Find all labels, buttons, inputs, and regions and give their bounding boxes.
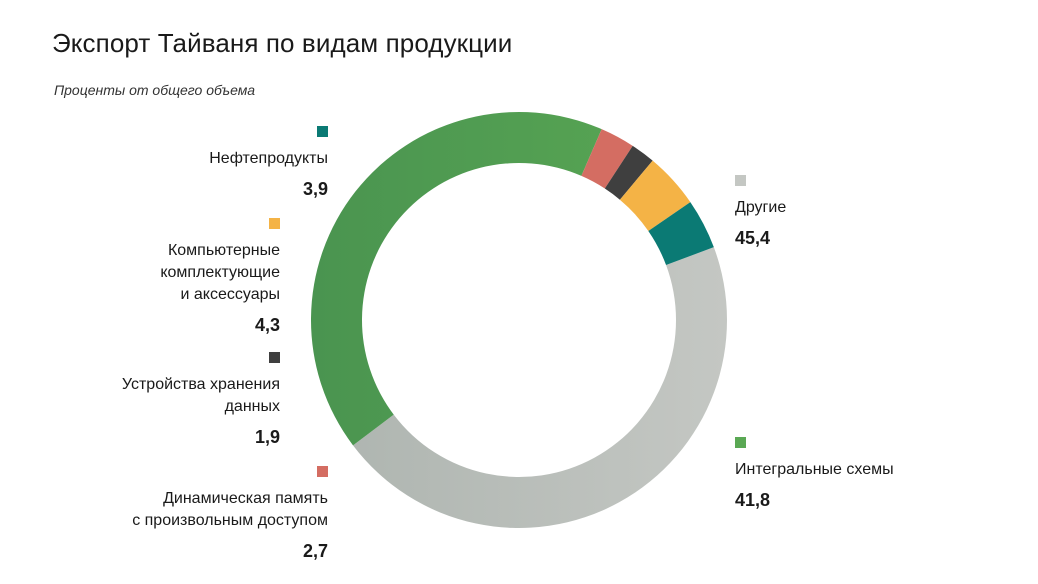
legend-item-computer-components: Компьютерные комплектующие и аксессуары … [0,216,280,336]
chart-title: Экспорт Тайваня по видам продукции [52,28,513,58]
legend-swatch [317,126,328,137]
donut-slice [648,202,714,266]
legend-value: 1,9 [254,427,280,447]
legend-item-other: Другие 45,4 [735,173,1035,249]
legend-item-oil-products: Нефтепродукты 3,9 [28,124,328,200]
donut-slice [353,247,727,529]
legend-item-dram: Динамическая память с произвольным досту… [28,464,328,562]
donut-slice [581,129,633,189]
legend-label: Другие [735,199,787,216]
legend-value: 41,8 [735,490,771,510]
legend-value: 2,7 [302,541,328,561]
legend-value: 45,4 [735,228,771,248]
legend-swatch [269,352,280,363]
chart-subtitle: Проценты от общего объема [54,82,256,98]
legend-label: Устройства хранения данных [121,376,280,415]
legend-label: Динамическая память с произвольным досту… [132,490,328,529]
donut-slice [311,111,602,446]
legend-item-storage-devices: Устройства хранения данных 1,9 [0,350,280,448]
donut-slice [604,145,653,200]
legend-value: 4,3 [254,315,280,335]
legend-swatch [269,218,280,229]
legend-label: Компьютерные комплектующие и аксессуары [160,242,280,303]
donut-slice [619,160,691,231]
legend-swatch [735,175,746,186]
legend-label: Нефтепродукты [209,150,328,167]
legend-swatch [317,466,328,477]
legend-value: 3,9 [302,179,328,199]
legend-label: Интегральные схемы [735,461,894,478]
legend-swatch [735,437,746,448]
legend-item-integrated-circuits: Интегральные схемы 41,8 [735,435,1035,511]
